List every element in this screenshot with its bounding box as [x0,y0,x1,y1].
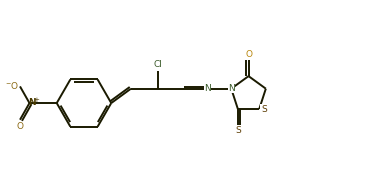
Text: O: O [245,50,252,59]
Text: +: + [33,97,39,103]
Text: S: S [235,126,241,135]
Text: N: N [28,98,36,107]
Text: S: S [261,104,267,113]
Text: O: O [16,122,24,131]
Text: Cl: Cl [154,60,163,69]
Text: N: N [228,84,234,93]
Text: N: N [204,84,211,93]
Text: $^{-}$O: $^{-}$O [5,80,19,91]
